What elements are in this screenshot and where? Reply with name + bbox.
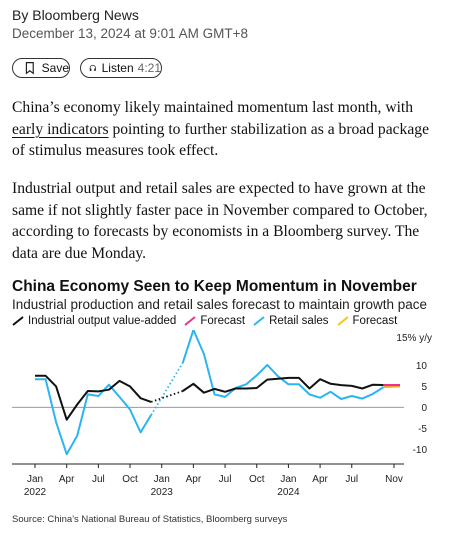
series-line: [35, 374, 152, 421]
x-tick-label: Apr: [312, 474, 328, 485]
series-line: [181, 330, 384, 400]
early-indicators-link[interactable]: early indicators: [12, 120, 109, 138]
legend-retail-forecast-swatch: [336, 316, 349, 326]
x-tick-label: Nov: [385, 474, 403, 485]
series-line: [35, 378, 152, 456]
publish-date: December 13, 2024 at 9:01 AM GMT+8: [12, 26, 248, 41]
y-tick-label: -5: [418, 424, 427, 435]
listen-label: Listen: [101, 61, 134, 75]
line-chart: -10 -5 0 5 10 15% y/y Jan 2022 Apr Jul Oct Jan 2023 A…: [12, 330, 432, 498]
x-tick-label: Jul: [92, 474, 105, 485]
paragraph-1: China’s economy likely maintained moment…: [12, 97, 442, 162]
y-axis-unit-label: 15% y/y: [396, 333, 432, 344]
x-tick-label: Jan: [280, 474, 296, 485]
legend-industrial-forecast: Forecast: [184, 315, 245, 327]
chart-source: Source: China's National Bureau of Stati…: [12, 514, 288, 525]
legend-industrial: Industrial output value-added: [12, 315, 176, 327]
x-tick-label: Apr: [186, 474, 202, 485]
legend-retail: Retail sales: [253, 315, 329, 327]
y-tick-label: 10: [416, 361, 428, 372]
legend-industrial-forecast-label: Forecast: [200, 315, 246, 327]
series-forecast-line: [383, 385, 401, 389]
x-tick-label: Oct: [122, 474, 138, 485]
legend-industrial-forecast-swatch: [184, 316, 196, 326]
bookmark-icon: [25, 62, 34, 75]
x-tick-label: Jul: [345, 474, 358, 485]
x-tick-year-label: 2023: [151, 487, 174, 498]
x-tick-year-label: 2022: [24, 487, 47, 498]
save-label: Save: [41, 61, 69, 75]
legend-industrial-swatch: [12, 316, 24, 326]
save-button[interactable]: Save: [12, 58, 70, 78]
chart-legend: Industrial output value-added Forecast R…: [12, 315, 405, 327]
legend-retail-swatch: [253, 316, 265, 326]
x-tick-year-label: 2024: [277, 487, 300, 498]
paragraph-1-text-b: pointing to further stabilization as a b…: [12, 120, 429, 160]
x-tick-label: Jan: [154, 474, 170, 485]
listen-button[interactable]: Listen 4:21: [80, 58, 162, 78]
series-gap-bridge: [150, 390, 184, 403]
legend-retail-label: Retail sales: [269, 315, 329, 327]
x-tick-label: Oct: [249, 474, 265, 485]
paragraph-1-text-a: China’s economy likely maintained moment…: [12, 99, 414, 116]
legend-retail-forecast-label: Forecast: [352, 315, 398, 327]
x-tick-label: Jan: [27, 474, 43, 485]
chart-title: China Economy Seen to Keep Momentum in N…: [12, 278, 417, 295]
legend-retail-forecast: Forecast: [336, 315, 398, 327]
y-tick-label: -10: [413, 445, 428, 456]
series-line: [182, 376, 384, 394]
x-tick-label: Jul: [219, 474, 232, 485]
legend-industrial-label: Industrial output value-added: [28, 315, 177, 327]
y-tick-label: 5: [421, 382, 427, 393]
headphones-icon: [89, 64, 96, 71]
byline: By Bloomberg News: [12, 7, 139, 23]
y-tick-label: 0: [421, 403, 427, 414]
chart-subtitle: Industrial production and retail sales f…: [12, 297, 427, 312]
listen-duration: 4:21: [137, 61, 161, 75]
paragraph-2: Industrial output and retail sales are e…: [12, 180, 428, 262]
x-tick-label: Apr: [59, 474, 75, 485]
